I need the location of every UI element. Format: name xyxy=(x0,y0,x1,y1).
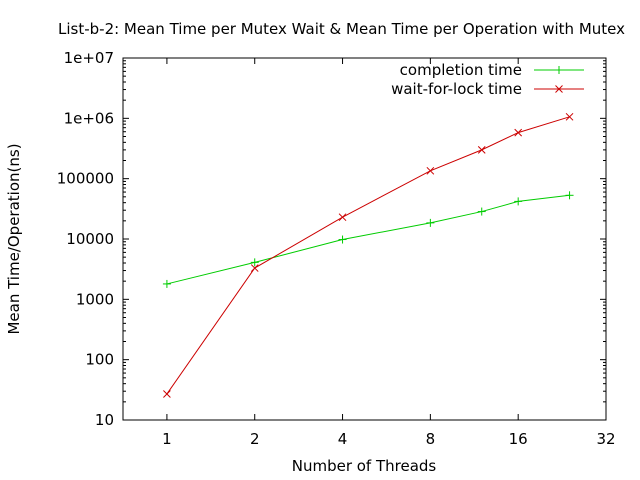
data-point xyxy=(514,197,523,206)
legend-marker xyxy=(555,66,563,74)
data-point xyxy=(565,191,574,200)
y-tick-label: 1000 xyxy=(76,290,114,308)
y-tick-label: 10000 xyxy=(66,230,114,248)
series-layer xyxy=(162,112,574,398)
x-tick-label: 16 xyxy=(509,430,528,448)
data-point xyxy=(477,146,486,154)
y-tick-label: 1e+07 xyxy=(64,49,114,67)
x-tick-label: 1 xyxy=(162,430,172,448)
plot-frame xyxy=(122,57,607,421)
y-axis-label: Mean Time/Operation(ns) xyxy=(5,143,23,334)
x-tick-label: 32 xyxy=(596,430,615,448)
data-point xyxy=(477,207,486,216)
y-tick-label: 10 xyxy=(95,411,114,429)
legend-marker xyxy=(555,85,563,93)
legend-label: wait-for-lock time xyxy=(391,80,522,98)
y-tick-label: 100000 xyxy=(57,170,114,188)
series-line-1 xyxy=(166,116,570,395)
legend-label: completion time xyxy=(400,61,522,79)
x-axis-label: Number of Threads xyxy=(292,457,437,475)
data-point xyxy=(250,264,259,272)
x-axis: 1 2 4 8 16 32 xyxy=(162,58,616,448)
y-axis: 10 100 1000 10000 100000 1e+06 1e+07 xyxy=(57,49,606,429)
data-point xyxy=(250,258,259,267)
data-point xyxy=(162,279,171,288)
series-line-0 xyxy=(166,194,570,285)
data-point xyxy=(338,213,347,222)
data-point xyxy=(426,166,435,175)
x-tick-label: 4 xyxy=(338,430,348,448)
x-tick-label: 8 xyxy=(426,430,436,448)
x-tick-label: 2 xyxy=(250,430,260,448)
y-tick-label: 1e+06 xyxy=(64,109,114,127)
data-point xyxy=(426,218,435,227)
data-point xyxy=(163,390,171,398)
chart-title: List-b-2: Mean Time per Mutex Wait & Mea… xyxy=(58,20,625,38)
data-point xyxy=(338,235,347,244)
data-point xyxy=(565,112,574,121)
y-tick-label: 100 xyxy=(85,351,114,369)
data-point xyxy=(514,128,523,137)
